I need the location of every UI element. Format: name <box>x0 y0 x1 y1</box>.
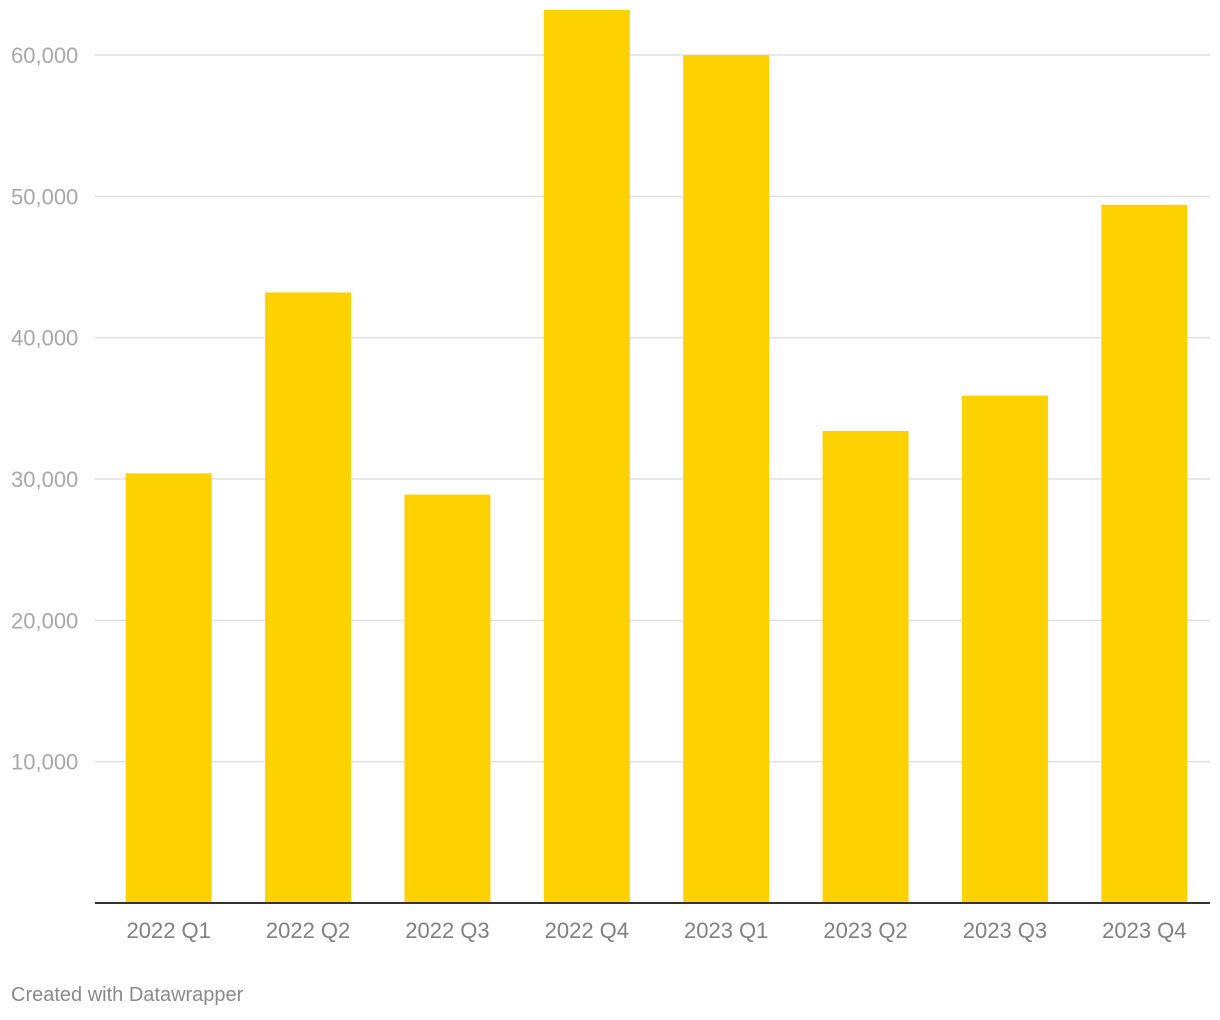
x-tick-label: 2023 Q2 <box>823 918 907 943</box>
x-tick-label: 2022 Q2 <box>266 918 350 943</box>
y-tick-label: 10,000 <box>11 750 78 775</box>
bar-2023-q3[interactable] <box>961 395 1048 903</box>
y-tick-label: 40,000 <box>11 326 78 351</box>
x-tick-label: 2022 Q4 <box>545 918 629 943</box>
x-tick-label: 2022 Q3 <box>405 918 489 943</box>
bar-2022-q3[interactable] <box>404 494 491 903</box>
y-tick-label: 20,000 <box>11 608 78 633</box>
x-tick-label: 2022 Q1 <box>126 918 210 943</box>
x-tick-label: 2023 Q3 <box>963 918 1047 943</box>
x-tick-label: 2023 Q1 <box>684 918 768 943</box>
bar-2022-q1[interactable] <box>125 473 212 903</box>
bar-2023-q1[interactable] <box>683 55 770 903</box>
y-tick-label: 30,000 <box>11 467 78 492</box>
x-tick-label: 2023 Q4 <box>1102 918 1186 943</box>
credit-footer[interactable]: Created with Datawrapper <box>11 984 244 1006</box>
y-tick-label: 60,000 <box>11 43 78 68</box>
bar-2022-q2[interactable] <box>265 292 352 903</box>
bar-2022-q4[interactable] <box>543 9 630 904</box>
bar-chart: 10,000 20,000 30,000 40,000 50,000 60,000 2022… <box>11 9 1210 943</box>
y-tick-label: 50,000 <box>11 184 78 209</box>
bar-2023-q2[interactable] <box>822 430 909 903</box>
bar-2023-q4[interactable] <box>1101 204 1188 903</box>
